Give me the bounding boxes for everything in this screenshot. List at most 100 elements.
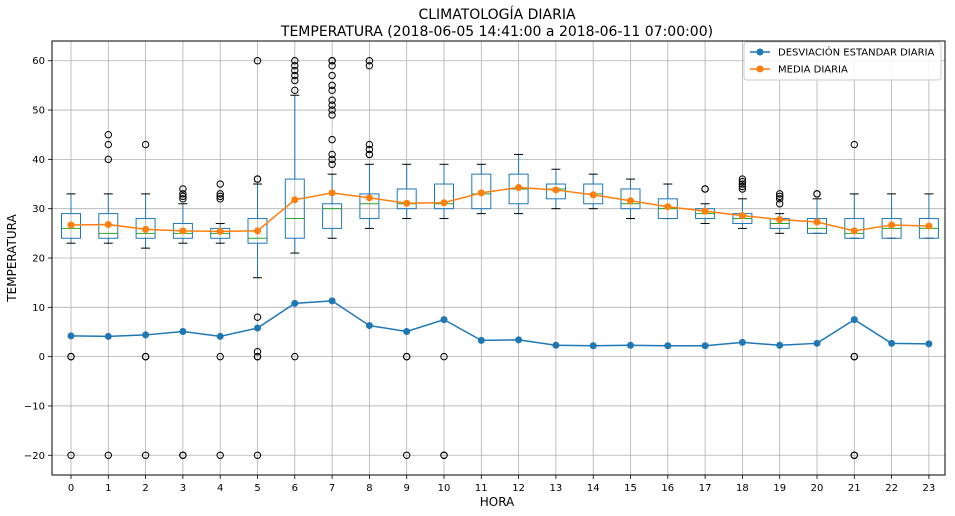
outlier-point	[141, 352, 150, 361]
outlier-point	[738, 182, 747, 191]
mean-series-point	[104, 220, 112, 228]
outlier-point	[253, 352, 262, 361]
boxplot-hour-19	[769, 190, 790, 234]
y-axis-label: TEMPERATURA	[5, 214, 19, 303]
std-series-point	[254, 324, 261, 332]
outlier-point	[328, 160, 336, 168]
mean-series	[67, 183, 933, 235]
outlier-point	[141, 451, 150, 459]
outlier-point	[328, 86, 336, 95]
boxplot-hour-7	[322, 57, 343, 239]
series-lines	[67, 183, 933, 350]
outlier-point	[328, 111, 336, 119]
outlier-point	[253, 57, 262, 65]
outlier-point	[179, 185, 187, 193]
outlier-point	[291, 71, 299, 80]
legend: DESVIACIÓN ESTANDAR DIARIA MEDIA DIARIA	[743, 41, 942, 81]
outlier-point	[701, 185, 709, 193]
outlier-point	[253, 451, 262, 459]
outlier-point	[813, 190, 821, 198]
x-tick-label: 7	[329, 483, 335, 494]
y-tick-label: 40	[32, 155, 45, 166]
outlier-point	[776, 195, 784, 203]
outlier-point	[104, 140, 113, 149]
std-series-point	[328, 297, 336, 305]
legend-marker-std	[756, 48, 764, 56]
outlier-point	[365, 140, 374, 149]
mean-series-point	[477, 189, 485, 197]
x-tick-label: 19	[773, 483, 786, 494]
grid	[52, 41, 945, 475]
std-series-point	[664, 342, 672, 350]
outlier-point	[216, 451, 224, 459]
mean-series-point	[813, 218, 821, 226]
std-series-point	[291, 299, 299, 307]
std-series-point	[589, 342, 597, 350]
x-tick-label: 11	[475, 483, 488, 494]
x-tick-label: 13	[550, 483, 563, 494]
mean-series-point	[365, 194, 373, 202]
mean-series-point	[216, 227, 224, 235]
outlier-point	[104, 131, 113, 139]
mean-series-point	[67, 221, 75, 229]
y-tick-label: 10	[32, 303, 45, 314]
x-tick-label: 8	[366, 483, 372, 494]
x-tick-label: 22	[885, 483, 898, 494]
outlier-point	[403, 451, 411, 459]
chart-subtitle: TEMPERATURA (2018-06-05 14:41:00 a 2018-…	[280, 24, 713, 40]
legend-label-std: DESVIACIÓN ESTANDAR DIARIA	[778, 46, 934, 59]
x-tick-label: 0	[68, 483, 74, 494]
mean-series-point	[850, 227, 858, 235]
outlier-point	[216, 192, 224, 201]
chart-title: CLIMATOLOGÍA DIARIA	[418, 6, 576, 23]
outlier-point	[216, 195, 224, 203]
outlier-point	[179, 190, 187, 198]
outlier-point	[328, 101, 336, 109]
x-tick-label: 3	[180, 483, 186, 494]
outlier-point	[328, 135, 336, 144]
mean-series-point	[440, 199, 448, 207]
outlier-point	[776, 192, 784, 201]
mean-series-point	[403, 199, 411, 207]
std-series-point	[552, 341, 560, 349]
std-series-line	[70, 300, 929, 347]
x-tick-label: 6	[292, 483, 298, 494]
mean-series-point	[925, 222, 933, 230]
mean-series-point	[701, 207, 709, 215]
outlier-point	[253, 175, 262, 183]
outlier-point	[141, 140, 150, 149]
outlier-point	[440, 451, 448, 459]
x-tick-label: 5	[254, 483, 260, 494]
outlier-point	[328, 57, 336, 65]
outlier-point	[738, 180, 747, 188]
mean-series-point	[142, 225, 150, 233]
x-tick-label: 21	[848, 483, 861, 494]
boxplot-hour-8	[359, 57, 380, 229]
outlier-point	[403, 352, 411, 361]
boxplot-hour-6	[284, 57, 305, 361]
outlier-point	[291, 57, 299, 65]
outlier-point	[291, 61, 299, 70]
outlier-point	[365, 145, 374, 154]
mean-series-point	[254, 227, 261, 235]
outlier-point	[738, 177, 747, 186]
y-tick-label: 60	[32, 56, 45, 67]
outlier-point	[291, 66, 299, 75]
std-series-point	[701, 342, 709, 350]
x-tick-label: 16	[661, 483, 674, 494]
boxplot-hour-5	[247, 57, 268, 459]
x-tick-label: 17	[699, 483, 712, 494]
outlier-point	[850, 352, 858, 361]
std-series-point	[627, 341, 634, 349]
x-axis-label: HORA	[480, 495, 515, 509]
outlier-point	[104, 155, 113, 164]
std-series-point	[179, 327, 187, 335]
std-series	[67, 297, 933, 350]
mean-series-line	[70, 186, 929, 233]
x-tick-label: 18	[736, 483, 749, 494]
mean-series-point	[738, 212, 746, 220]
box-iqr	[359, 193, 380, 220]
std-series-point	[104, 332, 112, 340]
std-series-point	[888, 339, 896, 347]
mean-series-point	[589, 191, 597, 199]
